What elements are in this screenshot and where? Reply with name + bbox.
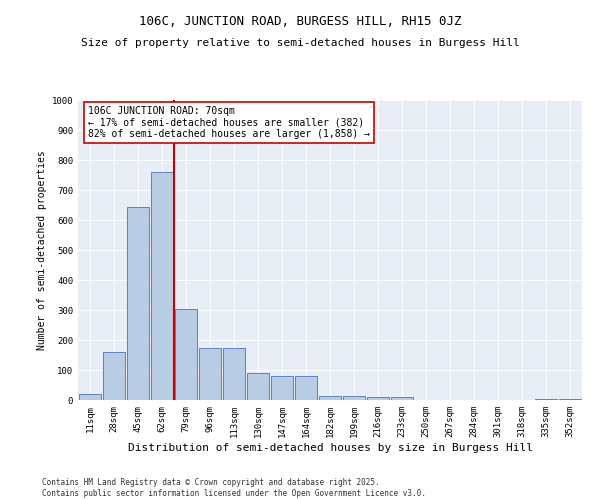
Bar	[559, 398, 581, 400]
Y-axis label: Number of semi-detached properties: Number of semi-detached properties	[37, 150, 47, 350]
X-axis label: Distribution of semi-detached houses by size in Burgess Hill: Distribution of semi-detached houses by …	[128, 442, 533, 452]
Bar	[319, 396, 341, 400]
Bar	[535, 398, 557, 400]
Bar	[79, 394, 101, 400]
Bar	[151, 172, 173, 400]
Bar	[271, 376, 293, 400]
Bar	[199, 348, 221, 400]
Bar	[103, 352, 125, 400]
Bar	[391, 397, 413, 400]
Bar	[175, 308, 197, 400]
Bar	[367, 397, 389, 400]
Bar	[295, 376, 317, 400]
Text: 106C JUNCTION ROAD: 70sqm
← 17% of semi-detached houses are smaller (382)
82% of: 106C JUNCTION ROAD: 70sqm ← 17% of semi-…	[88, 106, 370, 139]
Text: Contains HM Land Registry data © Crown copyright and database right 2025.
Contai: Contains HM Land Registry data © Crown c…	[42, 478, 426, 498]
Text: Size of property relative to semi-detached houses in Burgess Hill: Size of property relative to semi-detach…	[80, 38, 520, 48]
Text: 106C, JUNCTION ROAD, BURGESS HILL, RH15 0JZ: 106C, JUNCTION ROAD, BURGESS HILL, RH15 …	[139, 15, 461, 28]
Bar	[127, 206, 149, 400]
Bar	[247, 373, 269, 400]
Bar	[343, 396, 365, 400]
Bar	[223, 348, 245, 400]
